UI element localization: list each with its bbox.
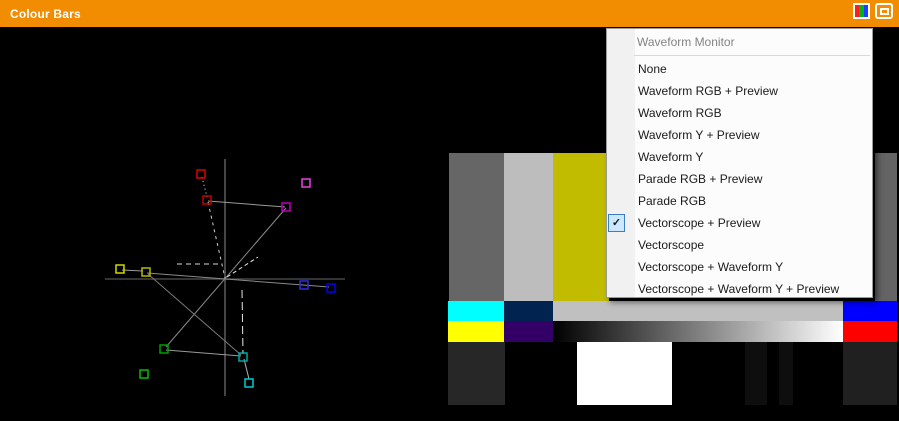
block-faint-1 (745, 342, 767, 405)
checkmark-icon: ✓ (608, 214, 625, 232)
menu-item-vectorscope-waveform-y-preview[interactable]: Vectorscope + Waveform Y + Preview (638, 282, 840, 296)
window-title: Colour Bars (10, 6, 81, 21)
rgb-display-mode-icon[interactable] (853, 3, 870, 19)
target-green-100 (139, 369, 149, 379)
menu-item-parade-rgb-preview[interactable]: Parade RGB + Preview (638, 172, 763, 186)
bar-gray-right (875, 153, 897, 301)
menu-item-vectorscope[interactable]: Vectorscope (638, 238, 705, 252)
target-blue-100 (326, 283, 336, 293)
menu-header: Waveform Monitor (637, 35, 735, 49)
target-magenta-75 (281, 202, 291, 212)
menu-separator (634, 55, 870, 56)
menu-item-vectorscope-preview[interactable]: Vectorscope + Preview ✓ (607, 212, 872, 234)
block-faint-2 (779, 342, 793, 405)
menu-item-none[interactable]: None (638, 62, 667, 76)
titlebar-icons (853, 3, 893, 19)
strip-purple (504, 321, 553, 342)
strip-yellow (448, 321, 504, 342)
waveform-monitor-menu: Waveform Monitor None Waveform RGB + Prev… (606, 28, 873, 298)
bar-olive-yellow (553, 153, 609, 301)
target-red-75 (202, 195, 212, 205)
block-darkgray-left (448, 342, 505, 405)
block-darkgray-right (843, 342, 897, 405)
vectorscope-trace-11 (241, 289, 244, 355)
rgb-red-stripe (855, 5, 860, 17)
restore-window-icon[interactable] (875, 3, 893, 19)
target-magenta-100 (301, 178, 311, 188)
menu-item-list: None Waveform RGB + Preview Waveform RGB Wa… (607, 58, 872, 300)
vectorscope-trace-5 (121, 269, 144, 272)
vectorscope-trace-7 (207, 201, 226, 279)
strip-navy (504, 301, 553, 321)
target-yellow-75 (141, 267, 151, 277)
menu-gutter (607, 29, 635, 297)
vectorscope-trace-10 (147, 273, 242, 356)
strip-cyan (448, 301, 504, 321)
menu-item-waveform-rgb[interactable]: Waveform RGB (638, 106, 722, 120)
vectorscope-trace-3 (165, 349, 242, 357)
bar-silver (504, 153, 553, 301)
block-white (577, 342, 672, 405)
strip-silver (553, 301, 843, 321)
menu-item-waveform-y-preview[interactable]: Waveform Y + Preview (638, 128, 760, 142)
menu-item-parade-rgb[interactable]: Parade RGB (638, 194, 707, 208)
menu-item-waveform-y[interactable]: Waveform Y (638, 150, 704, 164)
target-cyan-100 (244, 378, 254, 388)
target-cyan-75 (238, 352, 248, 362)
restore-inner-rect (879, 7, 889, 15)
target-yellow-100 (115, 264, 125, 274)
titlebar[interactable]: Colour Bars (0, 0, 899, 27)
menu-item-waveform-rgb-preview[interactable]: Waveform RGB + Preview (638, 84, 778, 98)
strip-ramp (553, 321, 843, 342)
menu-item-vectorscope-waveform-y[interactable]: Vectorscope + Waveform Y (638, 260, 784, 274)
vectorscope-trace-6 (146, 272, 330, 288)
vectorscope-trace-8 (226, 256, 259, 278)
bar-gray-dark (449, 153, 504, 301)
strip-red (843, 321, 897, 342)
rgb-blue-stripe (863, 5, 868, 17)
strip-blue (843, 301, 897, 321)
target-blue-75 (299, 280, 309, 290)
vectorscope-trace-4 (243, 358, 250, 380)
rgb-green-stripe (859, 5, 864, 17)
target-red-100 (196, 169, 206, 179)
vectorscope-trace-1 (207, 200, 286, 208)
vectorscope-trace-2 (165, 207, 287, 348)
target-green-75 (159, 344, 169, 354)
